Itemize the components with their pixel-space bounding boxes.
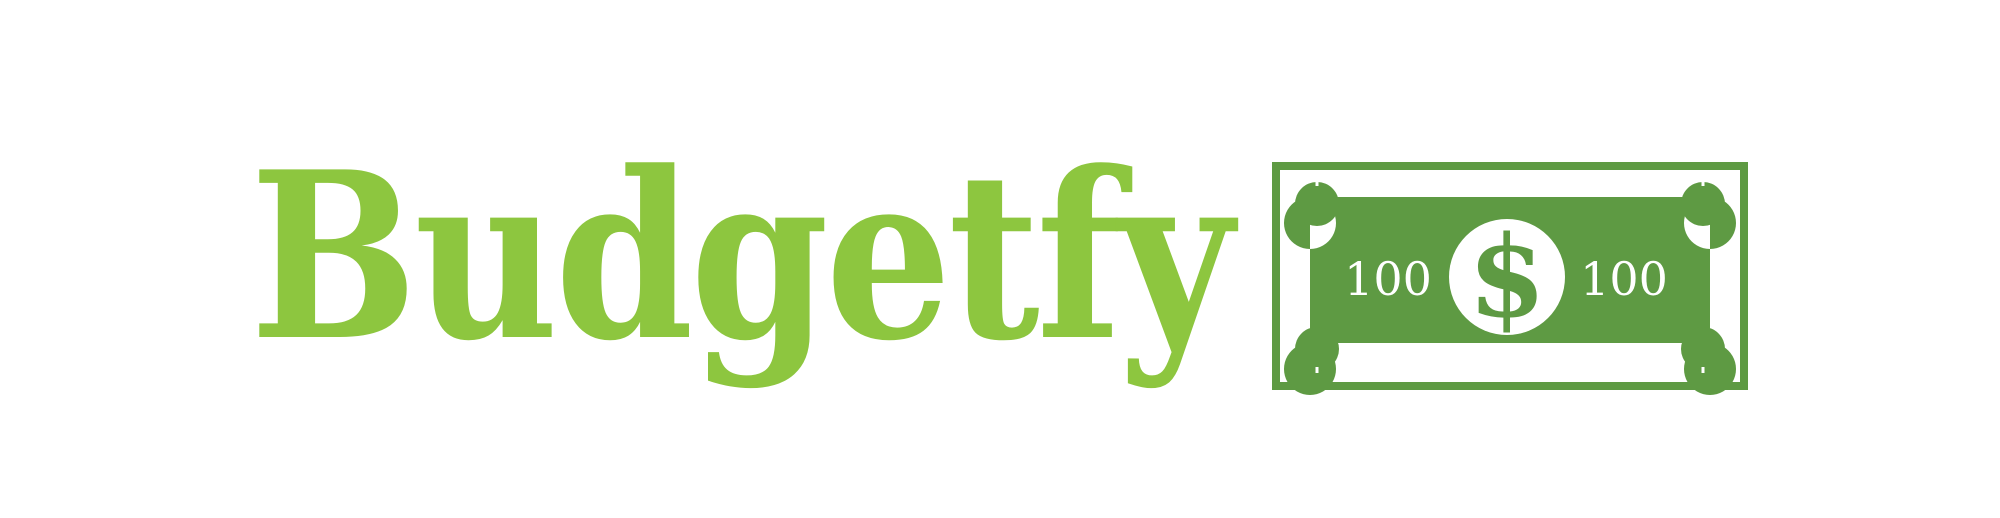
banknote-outer-frame [1272, 162, 1748, 390]
denomination-left: 100 [1344, 252, 1432, 306]
banknote-icon: $ 100 100 [1272, 162, 1748, 396]
corner-coin-icon [1681, 182, 1725, 226]
corner-coin-icon [1295, 327, 1339, 371]
corner-coin-icon [1295, 182, 1339, 226]
dollar-sign-icon: $ [1468, 212, 1546, 343]
dollar-medallion [1449, 219, 1565, 335]
corner-coin-icon [1681, 327, 1725, 371]
brand-wordmark: Budgetfy [250, 122, 1239, 392]
denomination-right: 100 [1580, 252, 1668, 306]
